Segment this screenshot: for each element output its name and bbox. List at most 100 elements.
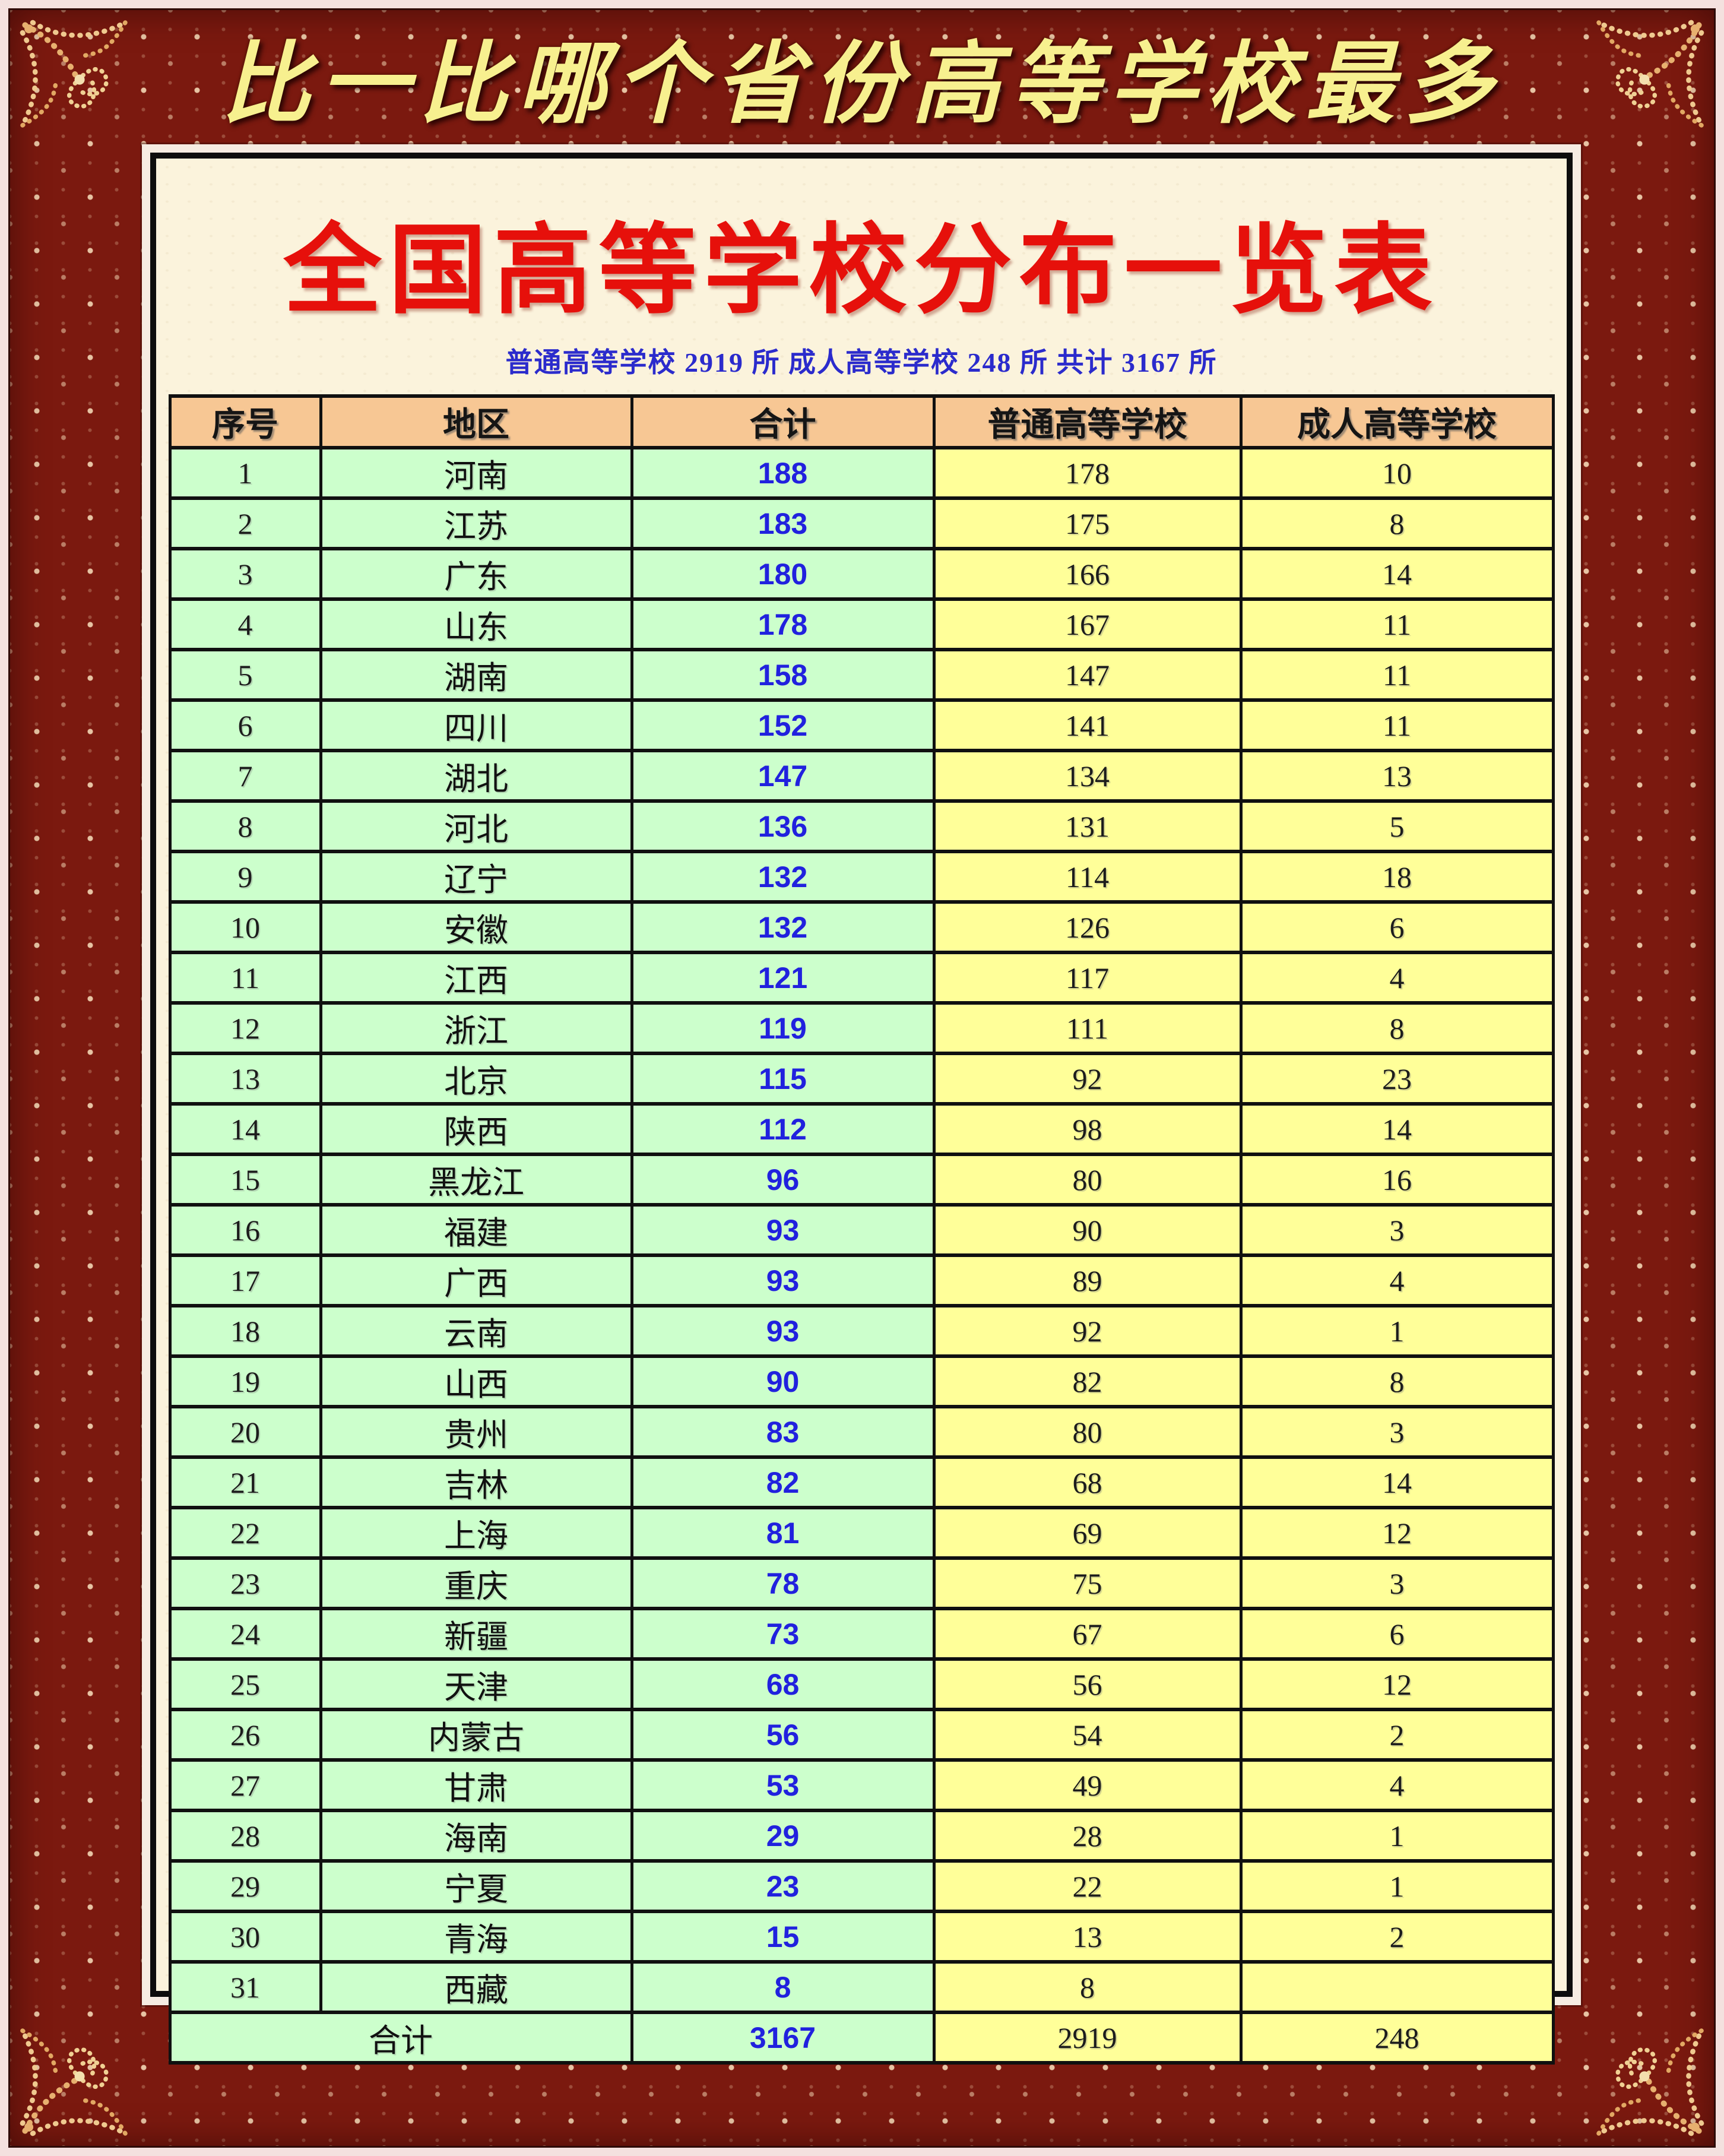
table-row: 13 北京 115 92 23 bbox=[168, 1052, 1555, 1106]
distribution-table: 序号 地区 合计 普通高等学校 成人高等学校 1 河南 188 178 10 2 江苏 183… bbox=[168, 394, 1555, 2065]
adult-value: 16 bbox=[1239, 1153, 1555, 1207]
region-name: 黑龙江 bbox=[319, 1153, 633, 1207]
adult-value: 2 bbox=[1239, 1910, 1555, 1964]
adult-value: 8 bbox=[1239, 496, 1555, 550]
row-number: 13 bbox=[168, 1052, 322, 1106]
regular-value: 80 bbox=[932, 1153, 1243, 1207]
column-header-region: 地区 bbox=[319, 394, 633, 449]
table-row: 6 四川 152 141 11 bbox=[168, 698, 1555, 752]
table-row: 18 云南 93 92 1 bbox=[168, 1304, 1555, 1358]
adult-value: 8 bbox=[1239, 1001, 1555, 1055]
row-number: 6 bbox=[168, 698, 322, 752]
row-number: 20 bbox=[168, 1405, 322, 1459]
total-value: 121 bbox=[630, 951, 936, 1005]
decorative-frame: 比一比哪个省份高等学校最多 全国高等学校分布一览表 普通高等学校 2919 所 … bbox=[8, 8, 1716, 2148]
table-row: 23 重庆 78 75 3 bbox=[168, 1556, 1555, 1610]
region-name: 河南 bbox=[319, 446, 633, 500]
regular-value: 75 bbox=[932, 1556, 1243, 1610]
total-value: 78 bbox=[630, 1556, 936, 1610]
total-value: 53 bbox=[630, 1758, 936, 1812]
row-number: 15 bbox=[168, 1153, 322, 1207]
row-number: 22 bbox=[168, 1506, 322, 1560]
regular-value: 13 bbox=[932, 1910, 1243, 1964]
regular-value: 82 bbox=[932, 1354, 1243, 1408]
region-name: 上海 bbox=[319, 1506, 633, 1560]
adult-value: 11 bbox=[1239, 597, 1555, 651]
region-name: 吉林 bbox=[319, 1455, 633, 1509]
total-value: 15 bbox=[630, 1910, 936, 1964]
table-row: 5 湖南 158 147 11 bbox=[168, 648, 1555, 702]
row-number: 27 bbox=[168, 1758, 322, 1812]
row-number: 23 bbox=[168, 1556, 322, 1610]
row-number: 7 bbox=[168, 749, 322, 803]
row-number: 8 bbox=[168, 799, 322, 853]
row-number: 25 bbox=[168, 1657, 322, 1711]
regular-value: 131 bbox=[932, 799, 1243, 853]
adult-value: 3 bbox=[1239, 1405, 1555, 1459]
region-name: 辽宁 bbox=[319, 850, 633, 904]
adult-value: 18 bbox=[1239, 850, 1555, 904]
region-name: 江苏 bbox=[319, 496, 633, 550]
adult-value bbox=[1239, 1960, 1555, 2014]
adult-value: 13 bbox=[1239, 749, 1555, 803]
table-body: 1 河南 188 178 10 2 江苏 183 175 8 3 广东 180 166 14 4 山东 178 16… bbox=[168, 446, 1555, 2014]
regular-value: 141 bbox=[932, 698, 1243, 752]
regular-value: 67 bbox=[932, 1607, 1243, 1661]
table-row: 10 安徽 132 126 6 bbox=[168, 900, 1555, 954]
region-name: 天津 bbox=[319, 1657, 633, 1711]
regular-value: 28 bbox=[932, 1809, 1243, 1863]
regular-value: 178 bbox=[932, 446, 1243, 500]
row-number: 10 bbox=[168, 900, 322, 954]
table-row: 22 上海 81 69 12 bbox=[168, 1506, 1555, 1560]
adult-value: 23 bbox=[1239, 1052, 1555, 1106]
region-name: 青海 bbox=[319, 1910, 633, 1964]
table-row: 25 天津 68 56 12 bbox=[168, 1657, 1555, 1711]
total-value: 112 bbox=[630, 1102, 936, 1156]
region-name: 福建 bbox=[319, 1203, 633, 1257]
regular-value: 80 bbox=[932, 1405, 1243, 1459]
adult-value: 4 bbox=[1239, 1253, 1555, 1307]
corner-flourish-ornament bbox=[1571, 2003, 1710, 2142]
regular-value: 54 bbox=[932, 1708, 1243, 1762]
table-row: 4 山东 178 167 11 bbox=[168, 597, 1555, 651]
adult-value: 14 bbox=[1239, 1102, 1555, 1156]
table-row: 11 江西 121 117 4 bbox=[168, 951, 1555, 1005]
regular-value: 134 bbox=[932, 749, 1243, 803]
total-value: 29 bbox=[630, 1809, 936, 1863]
region-name: 北京 bbox=[319, 1052, 633, 1106]
poster-panel: 全国高等学校分布一览表 普通高等学校 2919 所 成人高等学校 248 所 共… bbox=[150, 153, 1573, 2065]
region-name: 宁夏 bbox=[319, 1859, 633, 1913]
row-number: 1 bbox=[168, 446, 322, 500]
region-name: 陕西 bbox=[319, 1102, 633, 1156]
total-value: 119 bbox=[630, 1001, 936, 1055]
adult-value: 1 bbox=[1239, 1304, 1555, 1358]
adult-value: 14 bbox=[1239, 547, 1555, 601]
regular-value: 111 bbox=[932, 1001, 1243, 1055]
table-row: 7 湖北 147 134 13 bbox=[168, 749, 1555, 803]
table-row: 16 福建 93 90 3 bbox=[168, 1203, 1555, 1257]
total-value: 96 bbox=[630, 1153, 936, 1207]
row-number: 19 bbox=[168, 1354, 322, 1408]
row-number: 18 bbox=[168, 1304, 322, 1358]
total-value: 93 bbox=[630, 1253, 936, 1307]
regular-value: 92 bbox=[932, 1304, 1243, 1358]
adult-value: 14 bbox=[1239, 1455, 1555, 1509]
table-row: 30 青海 15 13 2 bbox=[168, 1910, 1555, 1964]
total-value: 23 bbox=[630, 1859, 936, 1913]
region-name: 湖北 bbox=[319, 749, 633, 803]
banner-title: 比一比哪个省份高等学校最多 bbox=[221, 31, 1503, 136]
region-name: 重庆 bbox=[319, 1556, 633, 1610]
region-name: 海南 bbox=[319, 1809, 633, 1863]
total-value: 158 bbox=[630, 648, 936, 702]
row-number: 14 bbox=[168, 1102, 322, 1156]
adult-value: 3 bbox=[1239, 1556, 1555, 1610]
footer-label: 合计 bbox=[168, 2011, 633, 2065]
regular-value: 126 bbox=[932, 900, 1243, 954]
row-number: 24 bbox=[168, 1607, 322, 1661]
regular-value: 114 bbox=[932, 850, 1243, 904]
adult-value: 11 bbox=[1239, 648, 1555, 702]
adult-value: 6 bbox=[1239, 1607, 1555, 1661]
adult-value: 4 bbox=[1239, 951, 1555, 1005]
page-title: 全国高等学校分布一览表 bbox=[283, 212, 1440, 327]
total-value: 115 bbox=[630, 1052, 936, 1106]
